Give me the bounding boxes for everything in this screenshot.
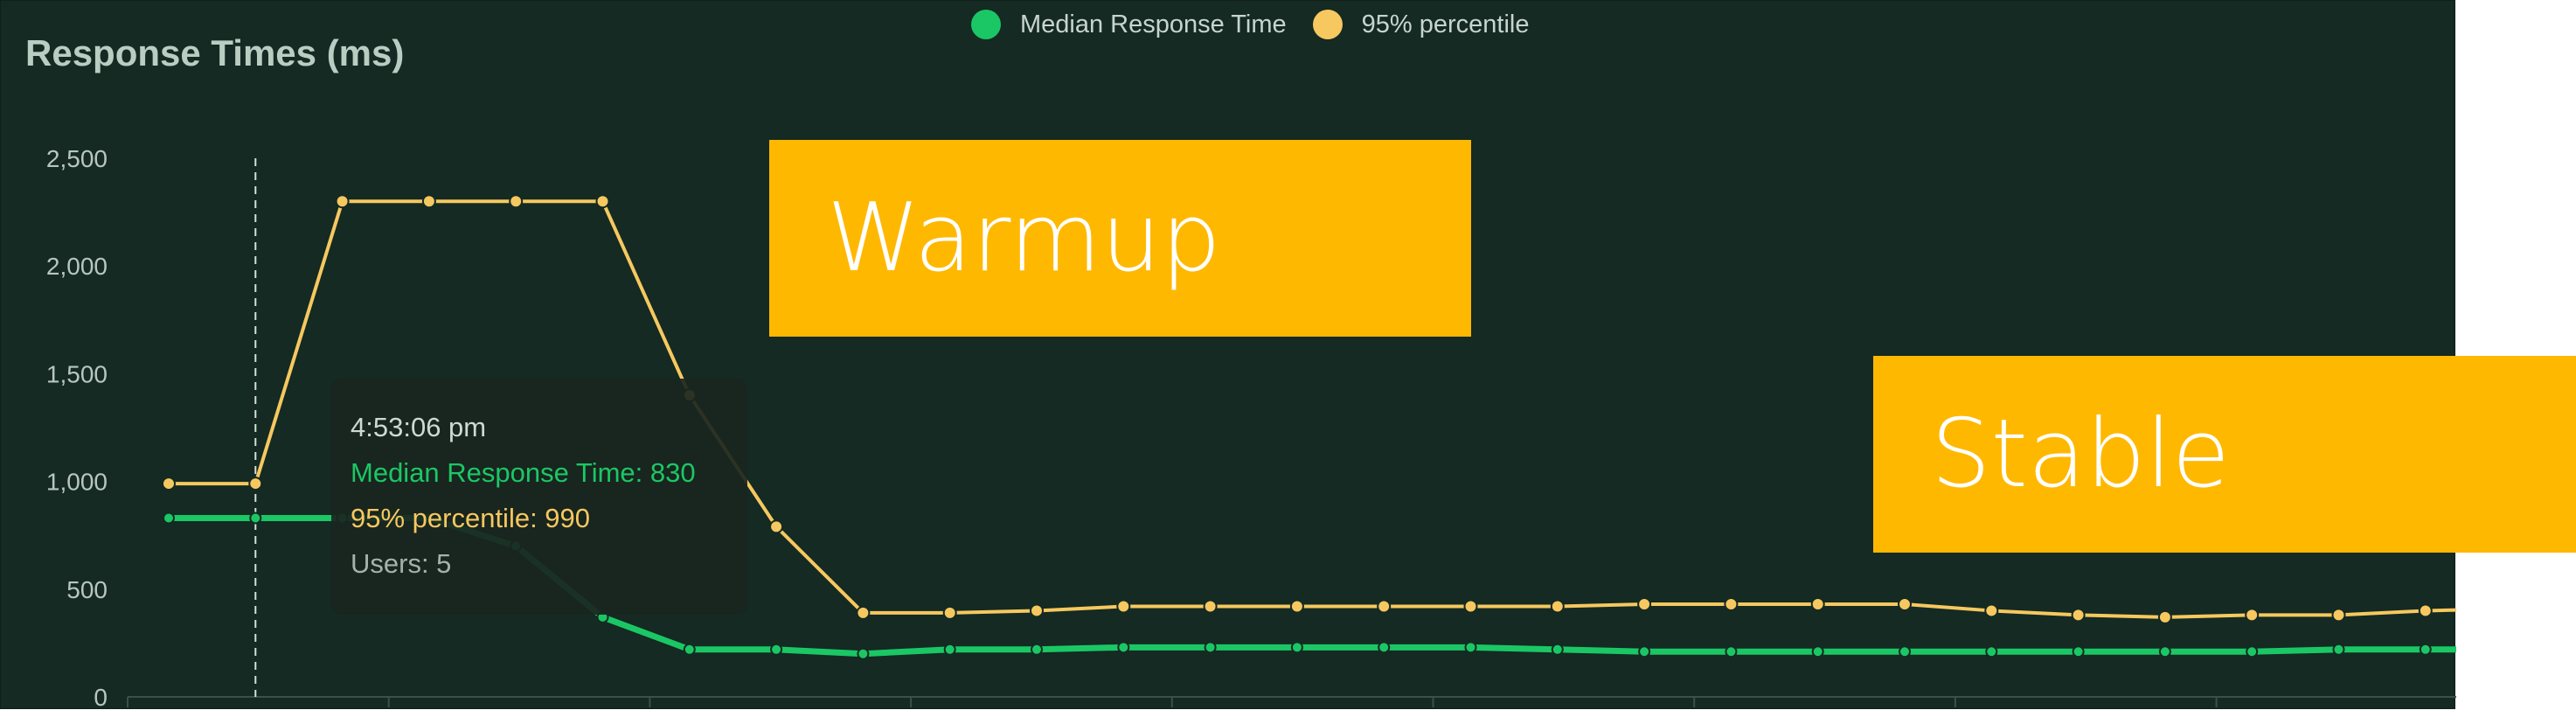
legend: Median Response Time 95% percentile [971, 10, 1530, 39]
legend-item-median[interactable]: Median Response Time [971, 10, 1287, 39]
median-point [1031, 643, 1043, 656]
p95-point [942, 605, 957, 620]
p95-point [421, 194, 436, 209]
median-point [1204, 641, 1217, 654]
y-tick-label: 1,500 [46, 360, 108, 387]
tooltip-time: 4:53:06 pm [351, 412, 487, 442]
tooltip-median: Median Response Time: 830 [351, 457, 696, 488]
chart-title: Response Times (ms) [25, 32, 405, 73]
p95-series-line [169, 199, 2456, 619]
p95-point [1377, 599, 1392, 614]
annotation-warmup: Warmup [769, 140, 1471, 337]
legend-swatch-p95 [1312, 10, 1343, 39]
p95-point [1984, 603, 1999, 618]
median-point [1899, 645, 1911, 658]
y-tick-label: 2,500 [46, 145, 108, 172]
p95-point [1724, 597, 1739, 612]
p95-point [162, 477, 176, 491]
median-point [857, 647, 870, 660]
median-point [249, 512, 262, 525]
median-point [770, 643, 783, 656]
p95-point [1550, 599, 1565, 614]
median-point [1638, 645, 1651, 658]
median-point [1985, 645, 1998, 658]
median-point [1811, 645, 1824, 658]
p95-point [2418, 603, 2433, 618]
median-point [2246, 645, 2259, 658]
median-point [1725, 645, 1738, 658]
p95-point [335, 194, 350, 209]
p95-point [2245, 608, 2260, 623]
median-point [2332, 643, 2345, 656]
y-tick-label: 0 [94, 684, 108, 710]
p95-point [509, 194, 524, 209]
y-tick-label: 500 [66, 576, 108, 603]
median-point [1551, 643, 1564, 656]
p95-point [769, 519, 784, 534]
annotation-stable: Stable [1873, 356, 2576, 553]
p95-point [2331, 608, 2346, 623]
p95-point [1116, 599, 1131, 614]
p95-point [2157, 609, 2172, 624]
p95-point [595, 194, 610, 209]
p95-point [1637, 597, 1652, 612]
legend-label-median: Median Response Time [1020, 10, 1287, 38]
median-point [2072, 645, 2085, 658]
p95-point [856, 605, 871, 620]
p95-point [1289, 599, 1304, 614]
median-point [943, 643, 956, 656]
p95-point [1203, 599, 1218, 614]
median-point [163, 512, 175, 525]
median-point [2158, 645, 2171, 658]
median-point [1378, 641, 1391, 654]
legend-item-p95[interactable]: 95% percentile [1312, 10, 1530, 39]
median-point [683, 643, 696, 656]
p95-point [1898, 597, 1912, 612]
p95-point [2071, 608, 2086, 623]
y-tick-label: 2,000 [46, 253, 108, 280]
median-point [1290, 641, 1303, 654]
p95-point [1030, 603, 1044, 618]
chart-tooltip: 4:53:06 pm Median Response Time: 830 95%… [331, 379, 747, 615]
tooltip-users: Users: 5 [351, 548, 452, 579]
median-point [2419, 643, 2432, 656]
legend-swatch-median [971, 10, 1001, 39]
p95-point [1463, 599, 1478, 614]
chart-panel: Response Times (ms) Median Response Time… [0, 0, 2456, 710]
p95-point [248, 477, 263, 491]
median-point [1117, 641, 1130, 654]
median-point [1464, 641, 1477, 654]
tooltip-p95: 95% percentile: 990 [351, 503, 591, 533]
p95-point [1810, 597, 1825, 612]
y-tick-label: 1,000 [46, 469, 108, 496]
legend-label-p95: 95% percentile [1361, 10, 1530, 38]
